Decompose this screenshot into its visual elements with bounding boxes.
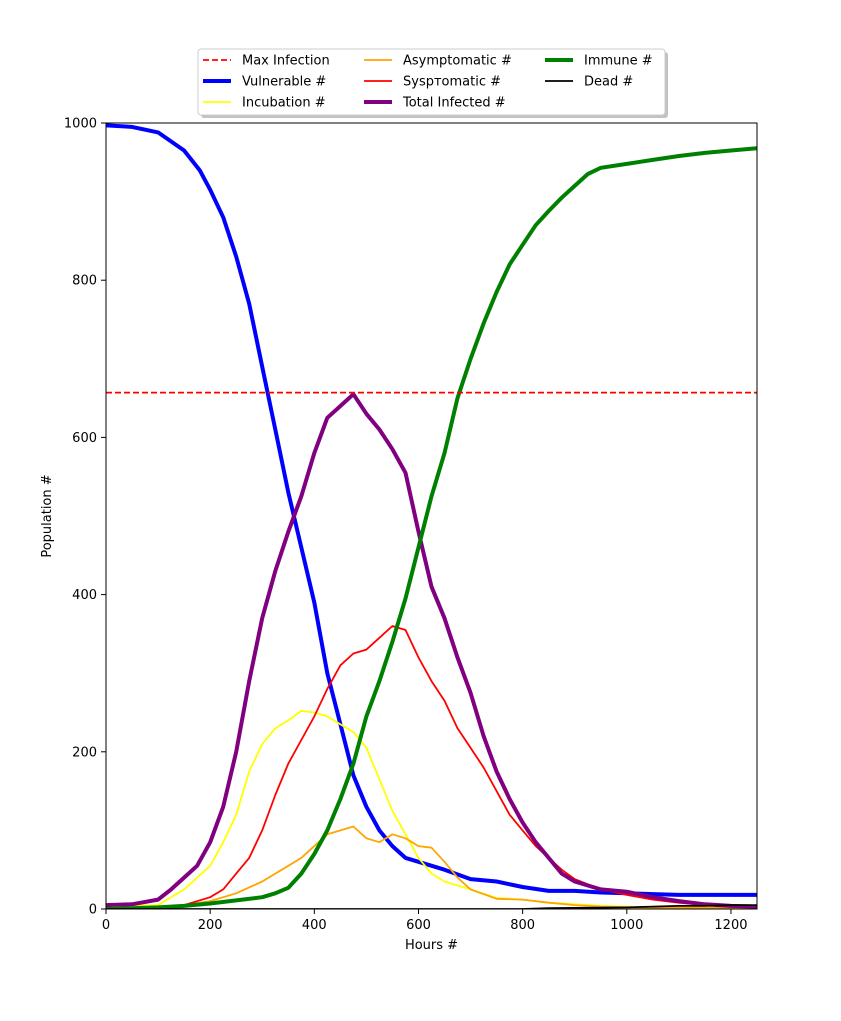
legend-label: Incubation # <box>242 96 326 111</box>
x-axis: 0 200 400 600 800 1000 1200 <box>102 909 748 933</box>
series-line-asymptomatic <box>106 825 757 909</box>
x-axis-label: Hours # <box>405 938 458 953</box>
legend-label: Vulnerable # <box>242 75 326 90</box>
legend-label: Syspтomatic # <box>403 75 501 90</box>
series-line-total-infected <box>106 392 757 909</box>
series-layer <box>106 123 757 909</box>
y-tick-label: 0 <box>89 903 97 918</box>
y-tick-label: 400 <box>72 588 97 603</box>
x-tick-label: 1200 <box>714 918 747 933</box>
y-tick-label: 200 <box>72 745 97 760</box>
x-tick-label: 200 <box>198 918 223 933</box>
y-axis: 0 200 400 600 800 1000 <box>64 117 106 918</box>
y-tick-label: 800 <box>72 274 97 289</box>
x-tick-label: 600 <box>406 918 431 933</box>
x-tick-label: 400 <box>302 918 327 933</box>
y-tick-label: 600 <box>72 431 97 446</box>
x-tick-label: 0 <box>102 918 110 933</box>
legend-label: Dead # <box>584 75 633 90</box>
legend-label: Total Infected # <box>402 96 506 111</box>
x-tick-label: 800 <box>510 918 535 933</box>
series-line-immune <box>106 146 757 909</box>
legend: Max Infection Vulnerable # Incubation # Asy… <box>197 48 668 118</box>
y-axis-label: Population # <box>40 474 55 557</box>
series-line-vulnerable <box>106 123 757 897</box>
legend-label: Asymptomatic # <box>403 54 512 69</box>
x-tick-label: 1000 <box>610 918 643 933</box>
legend-label: Immune # <box>584 54 653 69</box>
legend-label: Max Infection <box>242 54 330 69</box>
legend-box <box>197 48 666 116</box>
y-tick-label: 1000 <box>64 117 97 132</box>
series-line-incubation <box>106 710 757 909</box>
plot-area-frame <box>105 122 758 910</box>
